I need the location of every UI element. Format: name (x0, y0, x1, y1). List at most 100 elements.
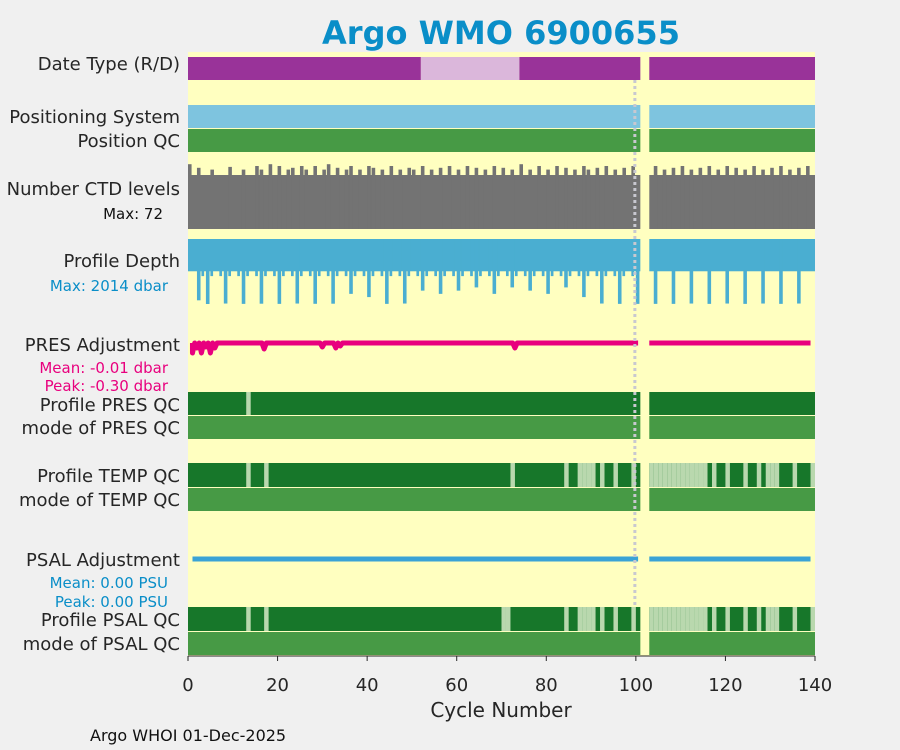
ctd-levels-spike (344, 169, 349, 229)
ctd-levels-spike (510, 169, 515, 229)
x-tick-label: 20 (266, 675, 289, 696)
ctd-levels-spike (631, 166, 635, 229)
profile-psal-qc-flag (743, 607, 748, 631)
profile-depth-small-bar (604, 239, 608, 277)
ctd-levels-spike (407, 167, 412, 229)
ctd-levels-spike (411, 169, 416, 229)
profile-depth-deep-bar (205, 239, 210, 304)
profile-temp-qc-flag (680, 463, 686, 487)
profile-depth-small-bar (586, 239, 590, 277)
profile-depth-deep-bar (600, 239, 604, 304)
psal-peak-label: Peak: 0.00 PSU (55, 593, 168, 611)
ctd-levels-spike (335, 167, 340, 229)
pres-mean-label: Mean: -0.01 dbar (39, 359, 169, 377)
profile-depth-deep-bar (349, 239, 353, 294)
profile-depth-small-bar (335, 239, 339, 277)
ctd-levels-spike (371, 167, 376, 229)
profile-temp-qc-flag (725, 463, 730, 487)
profile-temp-qc-flag (564, 463, 569, 487)
footer-text: Argo WHOI 01-Dec-2025 (90, 726, 286, 745)
profile-temp-qc-flag (698, 463, 704, 487)
profile-depth-small-bar (219, 239, 223, 277)
profile-depth-deep-bar (492, 239, 497, 294)
profile-depth-small-bar (201, 239, 205, 277)
profile-temp-qc-flag (653, 463, 659, 487)
profile-depth-deep-bar (546, 239, 550, 294)
profile-depth-deep-bar (438, 239, 443, 294)
ctd-levels-spike (501, 167, 506, 229)
profile-depth-small-bar (461, 239, 464, 277)
profile-depth-label: Profile Depth (63, 251, 180, 272)
profile-depth-small-bar (514, 239, 518, 277)
ctd-levels-spike (613, 169, 618, 229)
profile-depth-small-bar (416, 239, 420, 277)
profile-temp-qc-flag (600, 463, 605, 487)
profile-psal-qc-flag (264, 607, 269, 631)
ctd-levels-spike (716, 169, 721, 229)
profile-depth-deep-bar (456, 239, 461, 291)
profile-temp-qc-flag (613, 463, 618, 487)
ctd-levels-spike (188, 164, 192, 229)
profile-temp-qc-flag (586, 463, 592, 487)
profile-depth-deep-bar (295, 239, 300, 304)
profile-temp-qc-flag (694, 463, 699, 487)
ctd-levels-spike (752, 166, 756, 229)
ctd-levels-spike (349, 166, 353, 229)
profile-temp-qc-flag (792, 463, 798, 487)
profile-temp-qc-flag (703, 463, 708, 487)
profile-depth-deep-bar (385, 239, 389, 304)
ctd-levels-spike (259, 169, 264, 229)
profile-depth-small-bar (371, 239, 375, 277)
ctd-levels-spike (528, 169, 532, 229)
profile-depth-small-bar (407, 239, 411, 277)
position-qc-bar (188, 129, 641, 152)
ctd-levels-spike (492, 166, 497, 229)
profile-depth-deep-bar (196, 239, 201, 301)
date-type-bar (649, 57, 815, 80)
profile-depth-deep-bar (241, 239, 246, 304)
ctd-levels-spike (456, 169, 461, 229)
profile-psal-qc-flag (564, 607, 569, 631)
ctd-levels-spike (582, 166, 586, 229)
mode-pres-qc-bar (188, 416, 641, 439)
profile-temp-qc-flag (810, 463, 815, 487)
ctd-levels-spike (228, 166, 232, 229)
profile-depth-bar (649, 239, 815, 272)
psal-mean-label: Mean: 0.00 PSU (50, 574, 168, 592)
ctd-levels-spike (698, 167, 703, 229)
profile-depth-small-bar (523, 239, 527, 277)
profile-depth-small-bar (237, 239, 240, 277)
x-tick-label: 120 (708, 675, 742, 696)
profile-depth-deep-bar (367, 239, 371, 298)
profile-psal-qc-flag (501, 607, 506, 631)
positioning-system-bar (188, 105, 641, 128)
profile-depth-deep-bar (725, 239, 730, 304)
profile-depth-small-bar (273, 239, 276, 277)
profile-depth-small-bar (443, 239, 446, 277)
ctd-levels-spike (604, 166, 609, 229)
profile-depth-small-bar (568, 239, 572, 277)
profile-temp-qc-flag (676, 463, 681, 487)
ctd-levels-spike (304, 169, 309, 229)
profile-depth-deep-bar (402, 239, 407, 304)
ctd-levels-spike (564, 167, 568, 229)
profile-depth-small-bar (497, 239, 500, 277)
profile-temp-qc-flag (667, 463, 672, 487)
profile-depth-small-bar (353, 239, 357, 277)
x-tick-label: 80 (535, 675, 558, 696)
profile-psal-qc-flag (685, 607, 690, 631)
mode-psal-qc-label: mode of PSAL QC (23, 634, 180, 655)
profile-depth-small-bar (210, 239, 214, 277)
x-axis-label: Cycle Number (430, 698, 572, 722)
profile-temp-qc-flag (510, 463, 515, 487)
profile-temp-qc-flag (631, 463, 636, 487)
ctd-levels-spike (210, 169, 214, 229)
profile-temp-qc-label: Profile TEMP QC (37, 466, 180, 487)
ctd-levels-spike (671, 167, 676, 229)
pres-adjustment-line (189, 340, 639, 356)
profile-depth-deep-bar (707, 239, 712, 304)
profile-psal-qc-flag (671, 607, 677, 631)
ctd-levels-spike (595, 167, 600, 229)
ctd-levels-spike (546, 169, 550, 229)
